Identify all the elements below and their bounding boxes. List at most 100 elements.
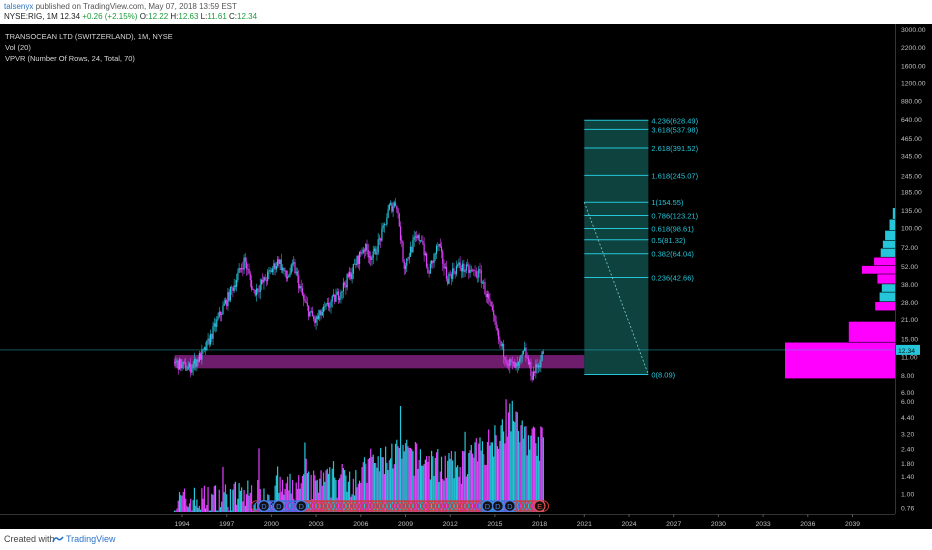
volume-bar <box>534 427 536 512</box>
volume-bar <box>319 478 321 512</box>
volume-indicator-label[interactable]: Vol (20) <box>5 43 31 52</box>
fib-level-label: 1(154.55) <box>651 198 684 207</box>
vpvr-indicator-label[interactable]: VPVR (Number Of Rows, 24, Total, 70) <box>5 54 135 63</box>
volume-bar <box>493 456 495 512</box>
candle-body <box>324 306 326 308</box>
event-marker <box>325 500 337 512</box>
volume-bar <box>239 490 241 512</box>
publisher-link[interactable]: talsenyx <box>4 2 34 11</box>
volume-bar <box>524 426 526 512</box>
volume-bar <box>449 458 451 512</box>
volume-bar <box>340 474 342 512</box>
last-price-badge <box>896 344 920 355</box>
volume-bar <box>481 441 484 512</box>
candle-body <box>326 302 328 304</box>
volume-bar <box>494 425 496 512</box>
tradingview-logo-icon <box>52 536 64 543</box>
volume-bar <box>357 483 359 512</box>
volume-bar <box>310 474 312 512</box>
candle-body <box>367 250 369 258</box>
event-marker <box>384 500 397 512</box>
candle-body <box>507 364 510 366</box>
candle-body <box>522 350 525 355</box>
volume-bar <box>316 479 318 512</box>
volume-bar <box>232 489 234 512</box>
candle-body <box>375 248 377 255</box>
candle-body <box>498 330 500 340</box>
volume-bar <box>315 480 317 512</box>
event-marker <box>396 500 408 512</box>
candle-body <box>340 292 342 299</box>
volume-bar <box>445 477 448 512</box>
candle-body <box>463 263 465 272</box>
volume-bar <box>424 459 426 512</box>
candle-body <box>245 261 248 269</box>
price-tick-label: 2200.00 <box>901 45 926 52</box>
fib-level-label: 3.618(537.98) <box>651 125 698 134</box>
volume-bar <box>207 487 209 512</box>
volume-bar <box>371 456 373 512</box>
candle-body <box>280 259 282 271</box>
candle-body <box>311 310 313 317</box>
candle-body <box>224 300 227 304</box>
event-marker <box>392 500 404 512</box>
candle-body <box>417 235 419 239</box>
chart-canvas[interactable]: 4.236(628.49)3.618(537.98) 2.618(391.52) 1… <box>0 24 932 529</box>
volume-bar <box>459 467 461 512</box>
volume-bar <box>204 508 207 512</box>
volume-tick-label: 1.00 <box>901 492 914 499</box>
candle-body <box>383 224 385 226</box>
candle-body <box>510 359 512 362</box>
fib-level-label: 2.618(391.52) <box>651 144 698 153</box>
volume-bar <box>414 442 417 512</box>
volume-bar <box>218 489 220 512</box>
volume-bar <box>385 446 387 512</box>
candle-body <box>304 299 306 302</box>
fib-level-label: 0.618(98.61) <box>651 224 694 233</box>
candle-body <box>350 272 352 280</box>
candle-body <box>313 316 315 320</box>
volume-bar <box>300 483 302 512</box>
volume-bar <box>435 452 438 512</box>
event-marker <box>448 500 460 512</box>
candle-body <box>288 275 290 277</box>
volume-bar <box>351 494 353 512</box>
volume-bar <box>176 508 178 512</box>
candle-body <box>386 217 388 225</box>
volume-bar <box>460 483 462 512</box>
volume-bar <box>363 457 366 512</box>
volume-bar <box>257 480 259 512</box>
volume-bar <box>453 478 455 512</box>
candle-body <box>173 362 176 363</box>
tradingview-brand-link[interactable]: TradingView <box>66 534 116 544</box>
time-tick-label: 2003 <box>309 521 324 528</box>
candle-body <box>221 314 223 316</box>
last-price: 12.34 <box>60 12 81 21</box>
volume-bar <box>337 479 340 512</box>
volume-bar <box>322 472 325 512</box>
volume-bar <box>390 458 392 512</box>
volume-bar <box>183 488 186 512</box>
volume-bar <box>234 481 236 512</box>
candle-body <box>325 303 327 307</box>
volume-bar <box>214 485 217 512</box>
volume-bar <box>541 427 543 512</box>
event-marker <box>455 500 468 512</box>
price-tick-label: 345.00 <box>901 153 922 160</box>
volume-bar <box>396 439 398 512</box>
candle-body <box>273 263 275 269</box>
volume-bar <box>247 480 249 512</box>
volume-bar <box>471 453 474 512</box>
volume-bar <box>301 475 304 512</box>
volume-bar <box>181 495 183 512</box>
volume-bar <box>367 459 369 512</box>
event-marker <box>295 500 308 513</box>
volume-bar <box>311 499 313 512</box>
candle-body <box>385 224 387 226</box>
candle-body <box>402 241 404 262</box>
candle-body <box>421 240 423 242</box>
candle-body <box>494 315 496 322</box>
volume-bar <box>521 420 523 512</box>
volume-bar <box>450 450 453 512</box>
chart-panel[interactable]: 4.236(628.49) 3.618(537.98) 2.618(391.52) 1… <box>0 24 932 529</box>
